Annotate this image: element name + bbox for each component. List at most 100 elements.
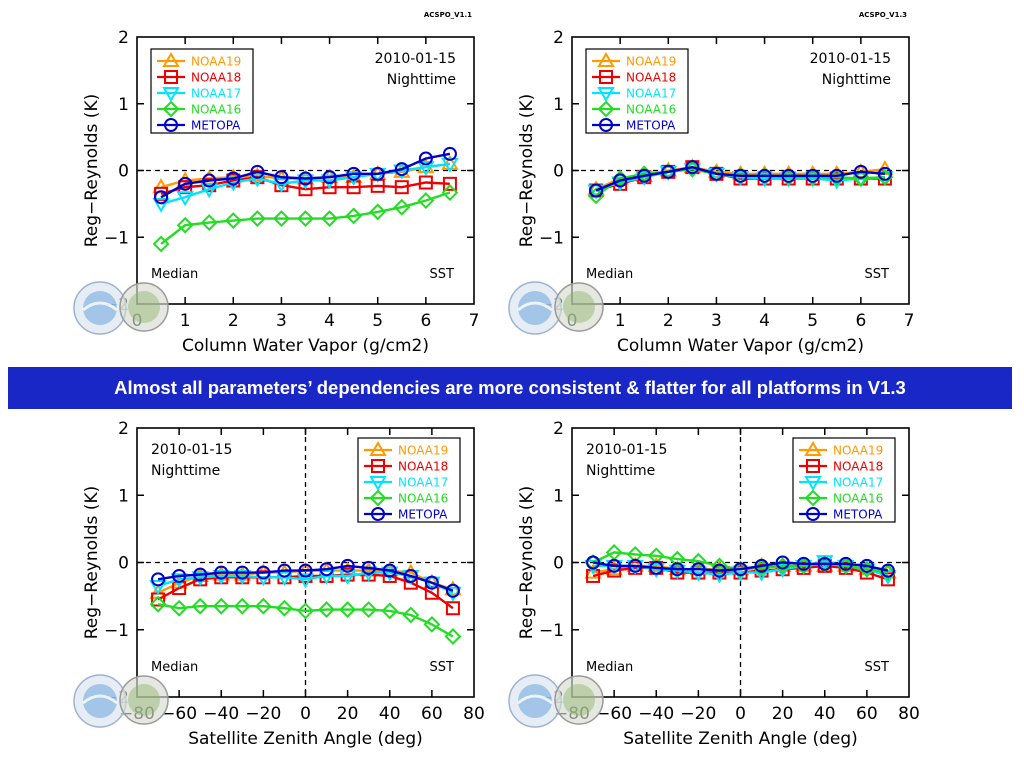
series-noaa16 (152, 184, 459, 253)
legend: NOAA19 NOAA18 NOAA17 NOAA16 METOPA (357, 437, 461, 523)
x-tick-label: 5 (807, 311, 818, 331)
x-tick-label: 0 (735, 704, 746, 724)
data-point (733, 168, 748, 183)
data-point (322, 170, 337, 185)
noaa-logo-inner (83, 684, 117, 718)
data-point (853, 164, 868, 179)
y-tick-label: 2 (118, 28, 129, 48)
data-point (424, 575, 439, 590)
data-point (152, 235, 170, 253)
legend-marker (162, 100, 180, 118)
noaa-logo (508, 674, 562, 728)
legend-marker (369, 476, 387, 491)
period-label: Nighttime (822, 72, 891, 88)
date-label: 2010-01-15 (151, 442, 232, 458)
data-point (817, 556, 832, 571)
data-point (346, 180, 361, 195)
micros-logo (554, 675, 604, 725)
data-point (151, 572, 166, 587)
data-point (340, 558, 355, 573)
y-tick-label: 1 (553, 486, 564, 506)
legend-marker (599, 118, 613, 132)
data-point (712, 563, 727, 578)
micros-logo-outer (119, 282, 169, 332)
x-tick-label: 6 (855, 311, 866, 331)
noaa-logo-bird (517, 301, 553, 312)
legend-marker (599, 70, 613, 84)
data-point (628, 558, 643, 573)
data-point (296, 573, 315, 589)
data-point (661, 164, 676, 179)
data-point (649, 560, 664, 575)
data-point (274, 170, 289, 185)
y-tick-label: 2 (553, 419, 564, 439)
stat-label: Median (151, 267, 198, 282)
data-point (709, 166, 724, 181)
legend-label: METOPA (191, 119, 241, 133)
data-point (202, 173, 217, 188)
micros-logo-outer (554, 675, 604, 725)
data-point (176, 216, 194, 234)
x-tick-label: 60 (856, 704, 878, 724)
legend-marker (162, 52, 180, 67)
data-point (880, 572, 895, 587)
x-tick-label: 80 (898, 704, 920, 724)
legend-label: NOAA18 (833, 460, 883, 474)
data-point (152, 197, 170, 213)
x-tick-label: 80 (463, 704, 485, 724)
stat-label: Median (586, 660, 633, 675)
x-axis-title: Satellite Zenith Angle (deg) (188, 729, 423, 749)
series-line (157, 564, 454, 592)
date-label: 2010-01-15 (810, 51, 891, 67)
legend-label: NOAA16 (626, 103, 676, 117)
data-point (418, 151, 433, 166)
x-tick-label: 3 (711, 311, 722, 331)
micros-logo (554, 282, 604, 332)
legend-label: NOAA17 (398, 476, 448, 490)
legend-marker (806, 459, 820, 473)
legend-label: NOAA17 (833, 476, 883, 490)
data-point (191, 597, 209, 615)
micros-logo-inner (128, 684, 160, 716)
legend-label: NOAA19 (626, 55, 676, 69)
version-label: ACSPO_V1.1 (424, 11, 472, 19)
noaa-logo-bird (517, 694, 553, 705)
series-line (160, 152, 451, 199)
data-point (214, 565, 229, 580)
data-point (317, 569, 336, 585)
micros-logo (119, 675, 169, 725)
data-point (685, 160, 700, 175)
legend-marker (804, 489, 822, 507)
data-point (607, 558, 622, 573)
micros-logo-inner (128, 291, 160, 323)
y-tick-label: −1 (104, 621, 129, 641)
data-point (393, 164, 411, 180)
series-metopa (151, 558, 460, 598)
series-metopa (589, 160, 892, 198)
data-point (441, 184, 459, 201)
data-point (226, 171, 241, 186)
data-point (248, 166, 267, 182)
data-point (256, 565, 271, 580)
legend-label: NOAA19 (833, 444, 883, 458)
data-point (442, 146, 457, 161)
legend-marker (597, 52, 615, 67)
data-point (403, 568, 418, 583)
noaa-logo (73, 281, 127, 335)
data-point (877, 166, 892, 181)
noaa-logo-bird (82, 301, 118, 312)
data-point (235, 565, 250, 580)
data-point (381, 566, 399, 582)
data-point (805, 168, 820, 183)
series-metopa (154, 146, 457, 205)
noaa-logo-inner (518, 291, 552, 325)
legend-label: NOAA16 (398, 492, 448, 506)
micros-logo-outer (119, 675, 169, 725)
version-label: ACSPO_V1.3 (859, 11, 907, 19)
data-point (418, 175, 433, 190)
legend-label: NOAA18 (398, 460, 448, 474)
plot-frame (136, 427, 475, 698)
data-point (613, 173, 628, 188)
